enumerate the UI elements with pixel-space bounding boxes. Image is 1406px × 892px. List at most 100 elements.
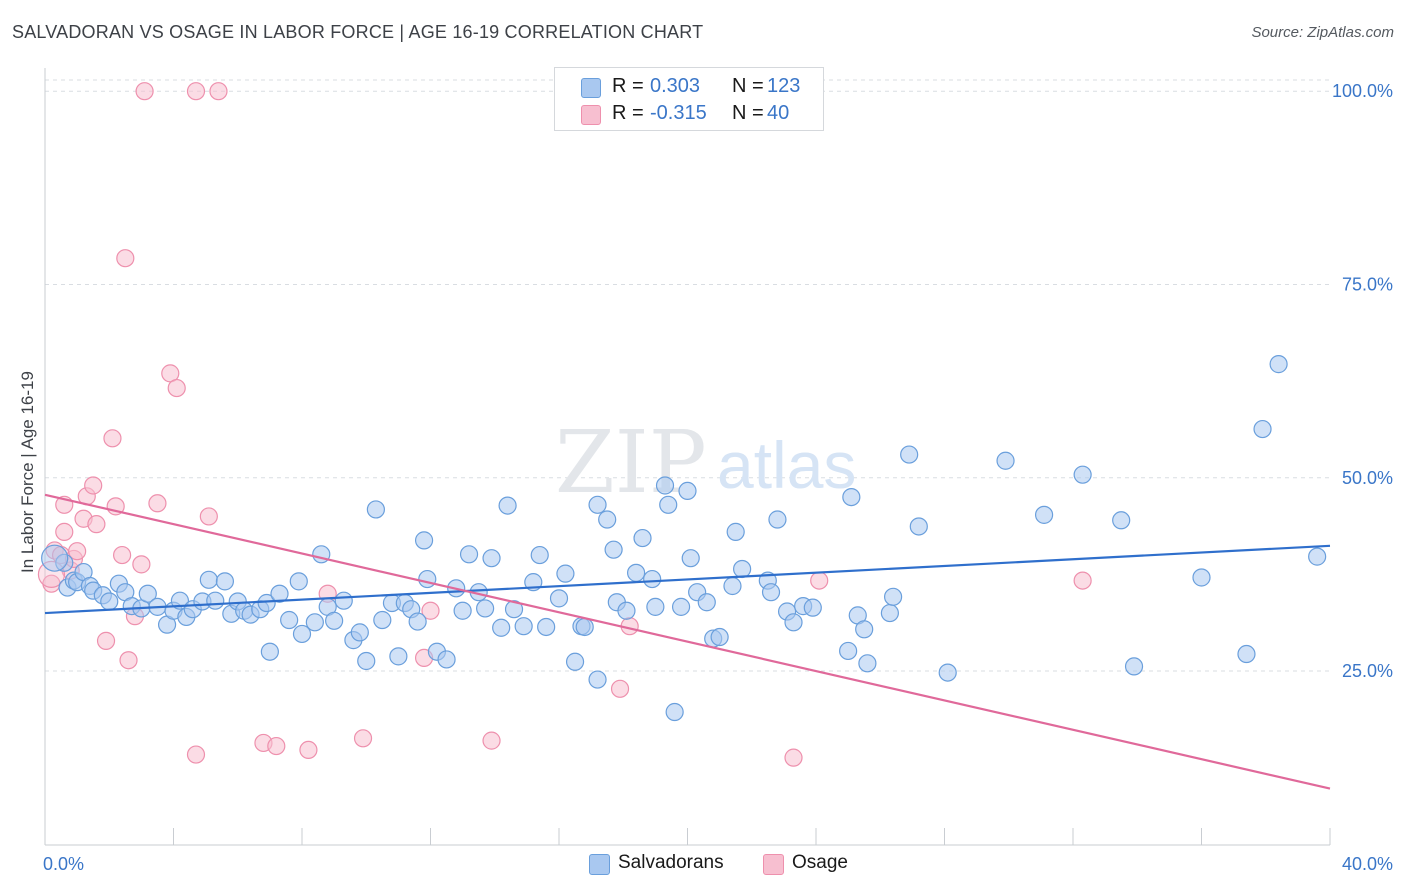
salvadoran-point (482, 549, 501, 568)
salvadoran-point (880, 603, 899, 623)
salvadoran-point (659, 495, 678, 514)
osage-point (186, 745, 206, 764)
salvadoran-point (260, 642, 279, 661)
osage-point (299, 740, 318, 760)
salvadoran-point (459, 545, 479, 564)
y-axis-label: In Labor Force | Age 16-19 (18, 371, 37, 573)
salvadoran-point (100, 592, 119, 611)
x-tick-label: 0.0% (43, 854, 84, 874)
salvadoran-point (1124, 657, 1144, 676)
salvadoran-point (453, 601, 472, 620)
salvadoran-point (681, 549, 700, 568)
osage-legend-label: Osage (792, 852, 848, 873)
salvadoran-point (408, 612, 427, 631)
osage-point (96, 631, 116, 650)
salvadoran-point (842, 487, 861, 507)
salvadoran-point (556, 564, 575, 583)
osage-point (353, 729, 373, 748)
salvadoran-point (498, 496, 517, 515)
chart-title: SALVADORAN VS OSAGE IN LABOR FORCE | AGE… (12, 22, 704, 42)
salvadoran-point (626, 563, 646, 582)
salvadoran-point (710, 627, 729, 647)
osage-point (55, 522, 74, 541)
salvadoran-point (1192, 568, 1211, 587)
salvadoran-point (723, 576, 742, 596)
osage-point (421, 601, 440, 620)
osage-point (84, 476, 103, 495)
salvadoran-point (855, 620, 874, 639)
salvadoran-point (305, 613, 324, 632)
salvadoran-point (761, 583, 781, 602)
salvadoran-point (414, 531, 434, 550)
salvadoran-point (549, 589, 569, 608)
salvadoran-point (389, 647, 408, 666)
salvadoran-point (199, 570, 218, 589)
salvadoran-point (617, 601, 636, 620)
salvadoran-point (1237, 644, 1256, 664)
salvadoran-point (655, 476, 675, 495)
salvadoran-point (1269, 355, 1288, 374)
r-label: R = (612, 102, 644, 124)
salvadoran-point (697, 593, 716, 612)
osage-point (119, 651, 138, 670)
osage-point (267, 736, 286, 756)
grid-layer (45, 79, 1330, 672)
tick-labels: 25.0% 50.0% 75.0% 100.0% 0.0% 40.0% (43, 81, 1393, 874)
salvadoran-point (900, 445, 919, 464)
salvadoran-point (996, 451, 1015, 470)
salvadoran-point (671, 597, 691, 616)
salvadoran-point (1308, 547, 1327, 566)
salvadoran-point (206, 591, 225, 610)
osage-point (132, 555, 151, 574)
salvadoran-point (768, 510, 787, 529)
salvadoran-point (598, 510, 617, 529)
y-tick-label: 100.0% (1332, 81, 1393, 101)
salvadoran-point (138, 584, 157, 603)
salvadoran-point (504, 600, 524, 619)
osage-swatch (581, 105, 601, 125)
osage-point (784, 748, 803, 767)
source-credit: Source: ZipAtlas.com (1251, 24, 1394, 41)
y-tick-label: 25.0% (1342, 661, 1393, 681)
salvadoran-point (350, 623, 369, 642)
axis-layer (44, 68, 1331, 846)
salvadoran-point (665, 702, 684, 722)
salvadoran-point (784, 613, 803, 632)
n-value: 123 (767, 75, 801, 97)
osage-point (167, 378, 186, 398)
salvadoran-point (565, 652, 585, 671)
salvadoran-point (357, 651, 376, 671)
salvadoran-point (803, 598, 822, 617)
salvadoran-point (909, 517, 928, 536)
salvadoran-point (646, 597, 665, 616)
x-tick-label: 40.0% (1342, 854, 1393, 874)
watermark-atlas: atlas (717, 428, 856, 502)
osage-point (135, 82, 154, 101)
osage-point (116, 249, 135, 268)
osage-trend-line (44, 493, 1331, 790)
salvadoran-point (476, 599, 495, 618)
osage-point (103, 429, 122, 448)
y-tick-label: 75.0% (1342, 274, 1393, 294)
salvadoran-points (41, 355, 1327, 722)
salvadoran-point (418, 569, 437, 589)
r-label: R = (612, 75, 644, 97)
salvadoran-point (604, 540, 623, 559)
osage-points (37, 82, 1092, 767)
osage-legend-swatch (763, 854, 784, 875)
salvadoran-point (1034, 505, 1054, 524)
salvadorans-legend-swatch (589, 854, 610, 875)
correlation-legend: R = 0.303 N = 123 R = -0.315 N = 40 (554, 67, 824, 131)
salvadoran-point (325, 611, 344, 630)
n-label: N = (732, 102, 764, 124)
salvadoran-point (643, 569, 662, 589)
r-value: 0.303 (650, 75, 701, 97)
salvadorans-swatch (581, 78, 601, 98)
salvadoran-point (839, 641, 858, 661)
y-tick-label: 50.0% (1342, 468, 1393, 488)
salvadoran-point (215, 572, 234, 591)
salvadoran-point (938, 663, 957, 682)
salvadorans-legend-label: Salvadorans (618, 852, 724, 873)
salvadoran-point (1253, 419, 1272, 439)
salvadoran-point (41, 544, 69, 572)
